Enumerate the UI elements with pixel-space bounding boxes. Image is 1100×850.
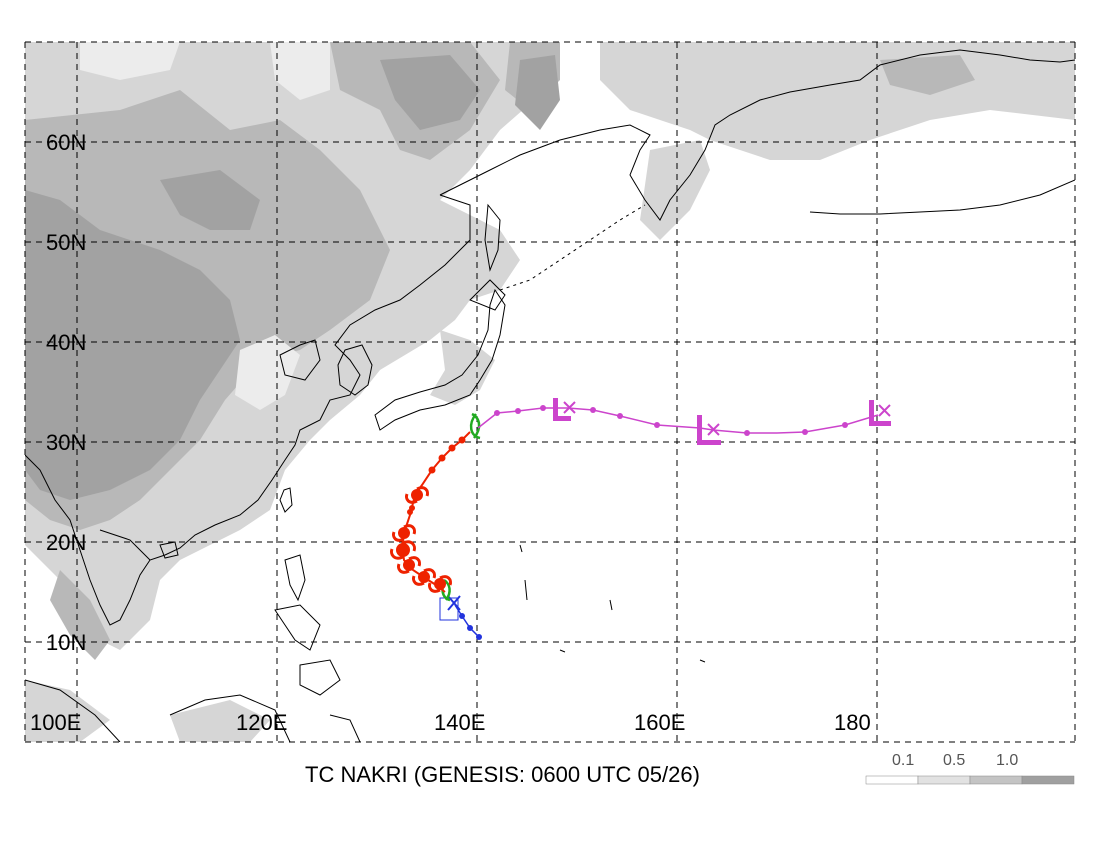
lon-label-140e: 140E	[434, 710, 485, 735]
lat-label-40n: 40N	[46, 330, 86, 355]
lon-label-120e: 120E	[236, 710, 287, 735]
typhoon-symbol-icon	[412, 568, 436, 586]
coastlines	[25, 49, 1075, 742]
tropical-storm-symbol-icon	[469, 412, 481, 440]
lat-label-30n: 30N	[46, 430, 86, 455]
extratropical-low-icon	[553, 398, 571, 421]
lat-label-60n: 60N	[46, 130, 86, 155]
storm-track	[390, 398, 891, 640]
longitude-labels: 100E 120E 140E 160E 180	[30, 710, 871, 735]
legend-swatch-3	[1021, 775, 1075, 785]
typhoon-symbol-icon	[405, 486, 429, 504]
legend-swatch-1	[917, 775, 971, 785]
extratropical-low-icon	[869, 400, 891, 426]
track-extratropical-segment	[477, 407, 879, 434]
lat-label-10n: 10N	[46, 630, 86, 655]
dissipation-x-icon	[563, 401, 576, 414]
track-extratropical-points	[494, 405, 848, 436]
lon-label-160e: 160E	[634, 710, 685, 735]
legend-label-0-1: 0.1	[892, 752, 914, 769]
terrain-shading	[25, 42, 1075, 742]
lat-label-50n: 50N	[46, 230, 86, 255]
lat-label-20n: 20N	[46, 530, 86, 555]
lat-lon-grid	[24, 41, 1076, 743]
legend-label-1-0: 1.0	[996, 752, 1018, 769]
typhoon-symbol-icon	[428, 575, 452, 593]
dissipation-x-icon	[447, 595, 461, 611]
map-title: TC NAKRI (GENESIS: 0600 UTC 05/26)	[305, 762, 700, 787]
lon-label-180: 180	[834, 710, 871, 735]
dissipation-x-icon	[707, 423, 720, 436]
legend-swatch-0	[865, 775, 919, 785]
track-depression-points	[459, 613, 482, 640]
dissipation-x-icon	[878, 404, 891, 417]
legend-swatch-2	[969, 775, 1023, 785]
typhoon-symbol-icon	[390, 540, 416, 560]
legend-label-0-5: 0.5	[943, 752, 965, 769]
typhoon-symbol-icon	[392, 524, 416, 542]
latitude-labels: 60N 50N 40N 30N 20N 10N	[46, 130, 86, 655]
typhoon-symbol-icon	[397, 556, 421, 574]
lon-label-100e: 100E	[30, 710, 81, 735]
typhoon-symbols	[390, 436, 466, 593]
shading-legend: 0.1 0.5 1.0	[865, 752, 1075, 785]
extratropical-low-icon	[697, 415, 721, 445]
